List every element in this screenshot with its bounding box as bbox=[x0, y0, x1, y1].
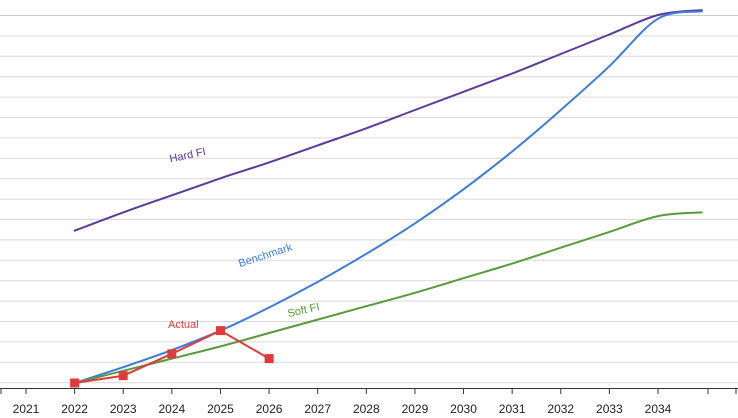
data-point-actual bbox=[264, 354, 274, 364]
x-tick-label: 2022 bbox=[61, 402, 88, 416]
x-tick-label: 2023 bbox=[110, 402, 137, 416]
x-tick-label: 2033 bbox=[596, 402, 623, 416]
series-label-benchmark: Benchmark bbox=[237, 241, 294, 270]
series-line-benchmark bbox=[73, 10, 703, 384]
x-tick-label: 2027 bbox=[304, 402, 331, 416]
x-tick-label: 2032 bbox=[547, 402, 574, 416]
data-point-actual bbox=[118, 371, 128, 381]
x-tick-label: 2028 bbox=[353, 402, 380, 416]
series-labels: Hard FI Benchmark Soft FI Actual bbox=[168, 146, 321, 331]
x-tick-label: 2024 bbox=[158, 402, 185, 416]
series-group bbox=[70, 9, 703, 388]
series-line-hard-fi bbox=[73, 9, 703, 232]
series-label-actual: Actual bbox=[168, 319, 199, 331]
x-tick-label: 2029 bbox=[402, 402, 429, 416]
series-label-soft-fi: Soft FI bbox=[286, 301, 320, 320]
series-label-hard-fi: Hard FI bbox=[169, 146, 207, 165]
grid bbox=[0, 15, 738, 384]
x-tick-label: 2031 bbox=[499, 402, 526, 416]
x-tick-label: 2025 bbox=[207, 402, 234, 416]
x-tick-label: 2026 bbox=[256, 402, 283, 416]
x-tick-label: 2021 bbox=[13, 402, 40, 416]
x-tick-label: 2030 bbox=[450, 402, 477, 416]
x-tick-label: 2034 bbox=[645, 402, 672, 416]
x-axis: 2021 2022 2023 2024 2025 2026 2027 2028 2029 2030… bbox=[0, 388, 738, 416]
data-point-actual bbox=[216, 326, 225, 336]
data-point-actual bbox=[70, 378, 80, 388]
data-point-actual bbox=[167, 349, 177, 359]
